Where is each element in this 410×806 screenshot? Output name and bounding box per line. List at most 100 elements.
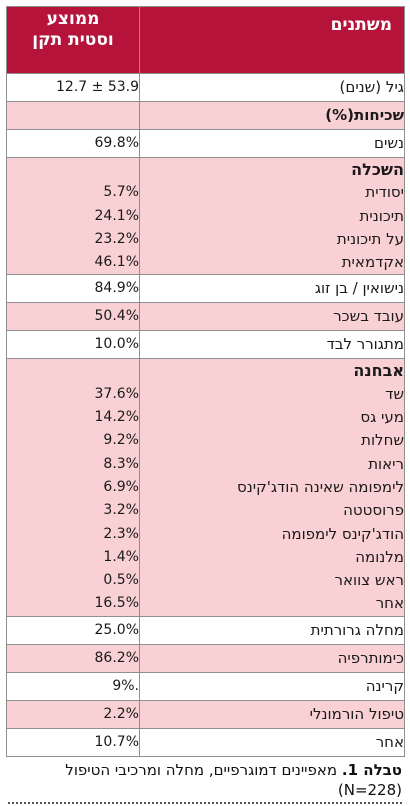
list-item-value: 37.6% — [7, 383, 139, 406]
header-mean-sd: ממוצע וסטית תקן — [6, 6, 140, 74]
row-label: נשים — [139, 129, 405, 158]
row-value: 9%. — [6, 671, 140, 701]
list-item-value: 6.9% — [7, 476, 139, 499]
row-value: 25.0% — [6, 615, 140, 645]
list-item-value: 14.2% — [7, 406, 139, 429]
table-row-lives-alone: מתגורר לבד 10.0% — [6, 330, 405, 360]
row-value: 10.0% — [6, 330, 140, 360]
list-item-value: 5.7% — [7, 181, 139, 204]
lives-alone-value: 10.0% — [94, 336, 139, 353]
row-label: מתגורר לבד — [139, 330, 405, 360]
diagnosis-title: אבחנה — [353, 361, 404, 381]
list-item-value: 16.5% — [7, 592, 139, 615]
list-item: מעי גס — [360, 408, 404, 427]
radiation-value: 9%. — [112, 677, 139, 694]
metastatic-value: 25.0% — [94, 621, 139, 638]
value: 8.3% — [103, 455, 139, 472]
education-values: 5.7% 24.1% 23.2% 46.1% — [6, 156, 140, 276]
list-item: מלנומה — [355, 547, 404, 566]
value: 16.5% — [94, 595, 139, 612]
row-label: אחר — [139, 727, 405, 757]
table-row-age: גיל (שנים) 12.7 ± 53.9 — [6, 73, 405, 102]
row-value: 86.2% — [6, 643, 140, 673]
row-value-empty — [6, 101, 140, 130]
row-value: 12.7 ± 53.9 — [6, 73, 140, 102]
value: 0.5% — [103, 572, 139, 589]
frequency-subheader: שכיחות(%) — [139, 101, 405, 130]
caption-text: מאפיינים דמוגרפיים, מחלה ומרכיבי הטיפול — [65, 761, 338, 779]
list-item-value: 46.1% — [7, 251, 139, 274]
value: 14.2% — [94, 409, 139, 426]
table-row-hormonal: טיפול הורמונלי 2.2% — [6, 699, 405, 729]
education-labels: השכלה יסודית תיכונית על תיכונית אקדמאית — [139, 156, 405, 276]
list-item-value: 1.4% — [7, 546, 139, 569]
diagnosis-labels: אבחנה שד מעי גס שחלות ריאות לימפומה שאינ… — [139, 358, 405, 617]
row-label: קרינה — [139, 671, 405, 701]
row-value: 69.8% — [6, 129, 140, 158]
value: 6.9% — [103, 478, 139, 495]
header-sd: וסטית תקן — [32, 30, 114, 50]
value: 24.1% — [94, 207, 139, 224]
dotted-divider — [8, 802, 402, 804]
list-item-value: 2.3% — [7, 523, 139, 546]
table-row-chemotherapy: כימותרפיה 86.2% — [6, 643, 405, 673]
list-item: שחלות — [361, 431, 404, 450]
table-group-diagnosis: אבחנה שד מעי גס שחלות ריאות לימפומה שאינ… — [6, 358, 405, 617]
table-row-women: נשים 69.8% — [6, 129, 405, 158]
list-item: פרוסטטה — [343, 501, 404, 520]
list-item: יסודית — [365, 183, 404, 202]
chemo-value: 86.2% — [94, 649, 139, 666]
list-item: תיכונית — [359, 206, 404, 225]
list-item-value: 24.1% — [7, 205, 139, 228]
married-value: 84.9% — [94, 280, 139, 297]
table-header-row: משתנים ממוצע וסטית תקן — [6, 6, 405, 74]
value: 23.2% — [94, 230, 139, 247]
value: 37.6% — [94, 385, 139, 402]
list-item: ראש צוואר — [334, 571, 404, 590]
list-item-value: 3.2% — [7, 499, 139, 522]
table-row-married: נישואין / בן זוג 84.9% — [6, 274, 405, 304]
row-label: עובד בשכר — [139, 302, 405, 332]
value: 3.2% — [103, 502, 139, 519]
row-value: 10.7% — [6, 727, 140, 757]
other-value: 10.7% — [94, 733, 139, 750]
row-value: 50.4% — [6, 302, 140, 332]
list-item: הודג'קינס לימפומה — [281, 524, 404, 543]
list-item: אקדמאית — [341, 253, 404, 272]
table-group-education: השכלה יסודית תיכונית על תיכונית אקדמאית … — [6, 156, 405, 276]
table-row-radiation: קרינה 9%. — [6, 671, 405, 701]
women-value: 69.8% — [94, 135, 139, 151]
row-label: מחלה גרורתית — [139, 615, 405, 645]
list-item-value: 8.3% — [7, 453, 139, 476]
table-row-other: אחר 10.7% — [6, 727, 405, 757]
hormonal-value: 2.2% — [103, 705, 139, 722]
value: 9.2% — [103, 432, 139, 449]
value: 2.3% — [103, 525, 139, 542]
row-value: 2.2% — [6, 699, 140, 729]
list-item: אחר — [375, 594, 404, 613]
spacer — [7, 158, 139, 181]
table-caption: טבלה 1. מאפיינים דמוגרפיים, מחלה ומרכיבי… — [8, 760, 402, 800]
value: 5.7% — [103, 184, 139, 201]
row-label: גיל (שנים) — [139, 73, 405, 102]
employed-value: 50.4% — [94, 308, 139, 325]
list-item-value: 23.2% — [7, 228, 139, 251]
list-item: לימפומה שאינה הודג'קינס — [237, 477, 404, 496]
list-item: ריאות — [368, 454, 404, 473]
table-row-metastatic: מחלה גרורתית 25.0% — [6, 615, 405, 645]
table-row-employed: עובד בשכר 50.4% — [6, 302, 405, 332]
row-label: כימותרפיה — [139, 643, 405, 673]
list-item-value: 9.2% — [7, 429, 139, 452]
header-mean: ממוצע — [46, 9, 100, 29]
row-value: 84.9% — [6, 274, 140, 304]
row-label: נישואין / בן זוג — [139, 274, 405, 304]
table-row-frequency-header: שכיחות(%) — [6, 101, 405, 130]
value: 46.1% — [94, 254, 139, 271]
characteristics-table: משתנים ממוצע וסטית תקן גיל (שנים) 12.7 ±… — [6, 6, 405, 757]
value: 1.4% — [103, 548, 139, 565]
list-item: שד — [385, 384, 404, 403]
diagnosis-values: 37.6% 14.2% 9.2% 8.3% 6.9% 3.2% 2.3% 1.4… — [6, 358, 140, 617]
header-variables: משתנים — [139, 6, 405, 74]
caption-n: (N=228) — [337, 781, 402, 799]
